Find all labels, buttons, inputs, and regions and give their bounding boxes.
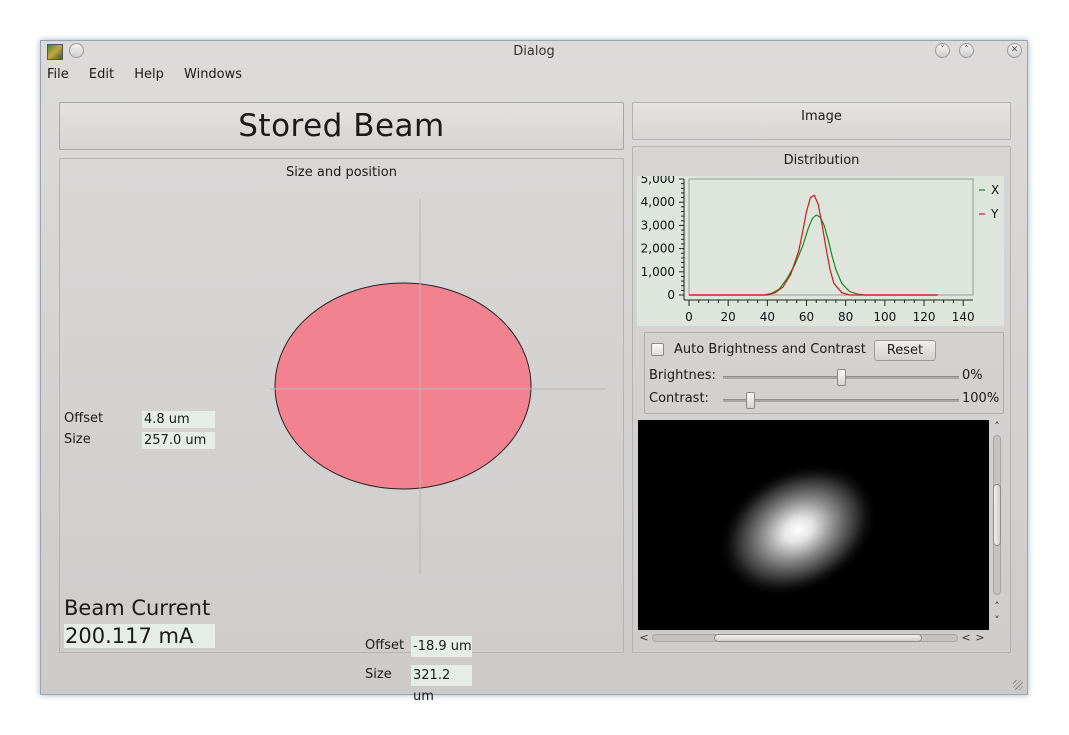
size-position-group: Size and position Offset 4.8 um Size 257…	[59, 158, 624, 704]
window-title: Dialog	[513, 44, 555, 59]
y-tick-label: 4,000	[641, 195, 675, 209]
close-icon: ✕	[1010, 45, 1019, 55]
menu-file[interactable]: File	[47, 67, 69, 82]
close-button[interactable]: ✕	[1007, 43, 1022, 58]
brightness-slider[interactable]	[723, 369, 959, 386]
scroll-up-icon[interactable]: ˄	[994, 420, 1000, 433]
beam-shape-view	[270, 199, 605, 574]
auto-brightness-checkbox[interactable]	[651, 343, 664, 356]
image-vertical-scrollbar[interactable]: ˄ ˄ ˅	[990, 420, 1004, 630]
title-bar[interactable]: Dialog ˅ ˄ ✕	[41, 41, 1027, 63]
chevron-up-icon: ˄	[964, 45, 969, 55]
distribution-plot: 0 1,000 2,000 3,000 4,000 5,000 0 20 40 60 80 100 12…	[637, 172, 1004, 326]
bottom-offset-label: Offset	[365, 638, 405, 653]
contrast-slider[interactable]	[723, 392, 959, 409]
contrast-value: 100%	[962, 391, 1000, 406]
dialog-window: Dialog ˅ ˄ ✕ File Edit Help Windows Stor…	[40, 40, 1028, 704]
scroll-up-small-icon[interactable]: ˄	[994, 600, 1000, 613]
contrast-label: Contrast:	[649, 391, 709, 406]
stored-beam-title: Stored Beam	[59, 102, 624, 150]
brightness-slider-handle[interactable]	[836, 369, 846, 386]
y-tick-label: 2,000	[641, 242, 675, 256]
scroll-left-icon[interactable]: <	[639, 631, 649, 644]
brightness-label: Brightnes:	[649, 368, 716, 383]
beam-spot	[717, 462, 879, 598]
distribution-label: Distribution	[783, 153, 860, 168]
contrast-slider-handle[interactable]	[745, 392, 755, 409]
series-line-y	[689, 194, 938, 296]
x-tick-label: 60	[799, 310, 814, 324]
bottom-size-label: Size	[365, 667, 392, 682]
beam-current-value: 200.117 mA	[64, 624, 215, 648]
scroll-left-small-icon[interactable]: <	[961, 631, 971, 644]
minimize-button[interactable]: ˅	[935, 43, 950, 58]
beam-current-label: Beam Current	[64, 596, 211, 620]
x-tick-label: 20	[721, 310, 736, 324]
beam-image	[638, 420, 989, 630]
resize-grip-icon[interactable]	[1013, 680, 1023, 690]
maximize-button[interactable]: ˄	[959, 43, 974, 58]
x-tick-label: 100	[873, 310, 896, 324]
menu-bar: File Edit Help Windows	[47, 67, 258, 85]
vertical-scroll-thumb[interactable]	[993, 484, 1001, 546]
horizontal-scroll-thumb[interactable]	[714, 634, 922, 642]
legend-label-x: X	[991, 183, 999, 197]
left-offset-label: Offset	[64, 411, 104, 426]
distribution-chart: 0 1,000 2,000 3,000 4,000 5,000 0 20 40 60 80 100 12…	[641, 172, 1000, 324]
y-tick-label: 3,000	[641, 218, 675, 232]
y-tick-label: 1,000	[641, 265, 675, 279]
x-tick-label: 140	[952, 310, 975, 324]
reset-button[interactable]: Reset	[874, 340, 936, 361]
y-tick-label: 5,000	[641, 176, 675, 186]
menu-help[interactable]: Help	[134, 67, 164, 82]
bottom-offset-value: -18.9 um	[411, 636, 472, 657]
menu-windows[interactable]: Windows	[184, 67, 243, 82]
beam-ellipse	[274, 282, 532, 490]
left-size-value: 257.0 um	[142, 432, 215, 449]
bottom-size-value: 321.2 um	[411, 665, 472, 704]
y-tick-label: 0	[667, 288, 675, 302]
x-tick-label: 120	[913, 310, 936, 324]
app-icon[interactable]	[47, 44, 63, 60]
left-offset-value: 4.8 um	[142, 411, 215, 428]
scroll-right-icon[interactable]: >	[975, 631, 985, 644]
menu-edit[interactable]: Edit	[88, 67, 115, 82]
size-position-label: Size and position	[286, 165, 397, 180]
image-controls: Auto Brightness and Contrast Reset Brigh…	[644, 332, 1004, 414]
auto-brightness-label: Auto Brightness and Contrast	[674, 342, 866, 357]
window-menu-button[interactable]	[69, 43, 84, 58]
left-size-label: Size	[64, 432, 91, 447]
x-tick-label: 80	[838, 310, 853, 324]
x-tick-label: 0	[685, 310, 693, 324]
legend-label-y: Y	[990, 207, 999, 221]
chevron-down-icon: ˅	[940, 45, 945, 55]
x-tick-label: 40	[760, 310, 775, 324]
beam-image-glow	[717, 462, 879, 598]
image-horizontal-scrollbar[interactable]: < < >	[638, 630, 989, 646]
tab-image[interactable]: Image	[632, 102, 1011, 140]
brightness-value: 0%	[962, 368, 983, 383]
scroll-down-icon[interactable]: ˅	[994, 614, 1000, 627]
distribution-group: Distribution 0 1,000 2,000 3,000 4,000 5,000 0…	[632, 146, 1011, 653]
plot-frame	[688, 178, 974, 296]
